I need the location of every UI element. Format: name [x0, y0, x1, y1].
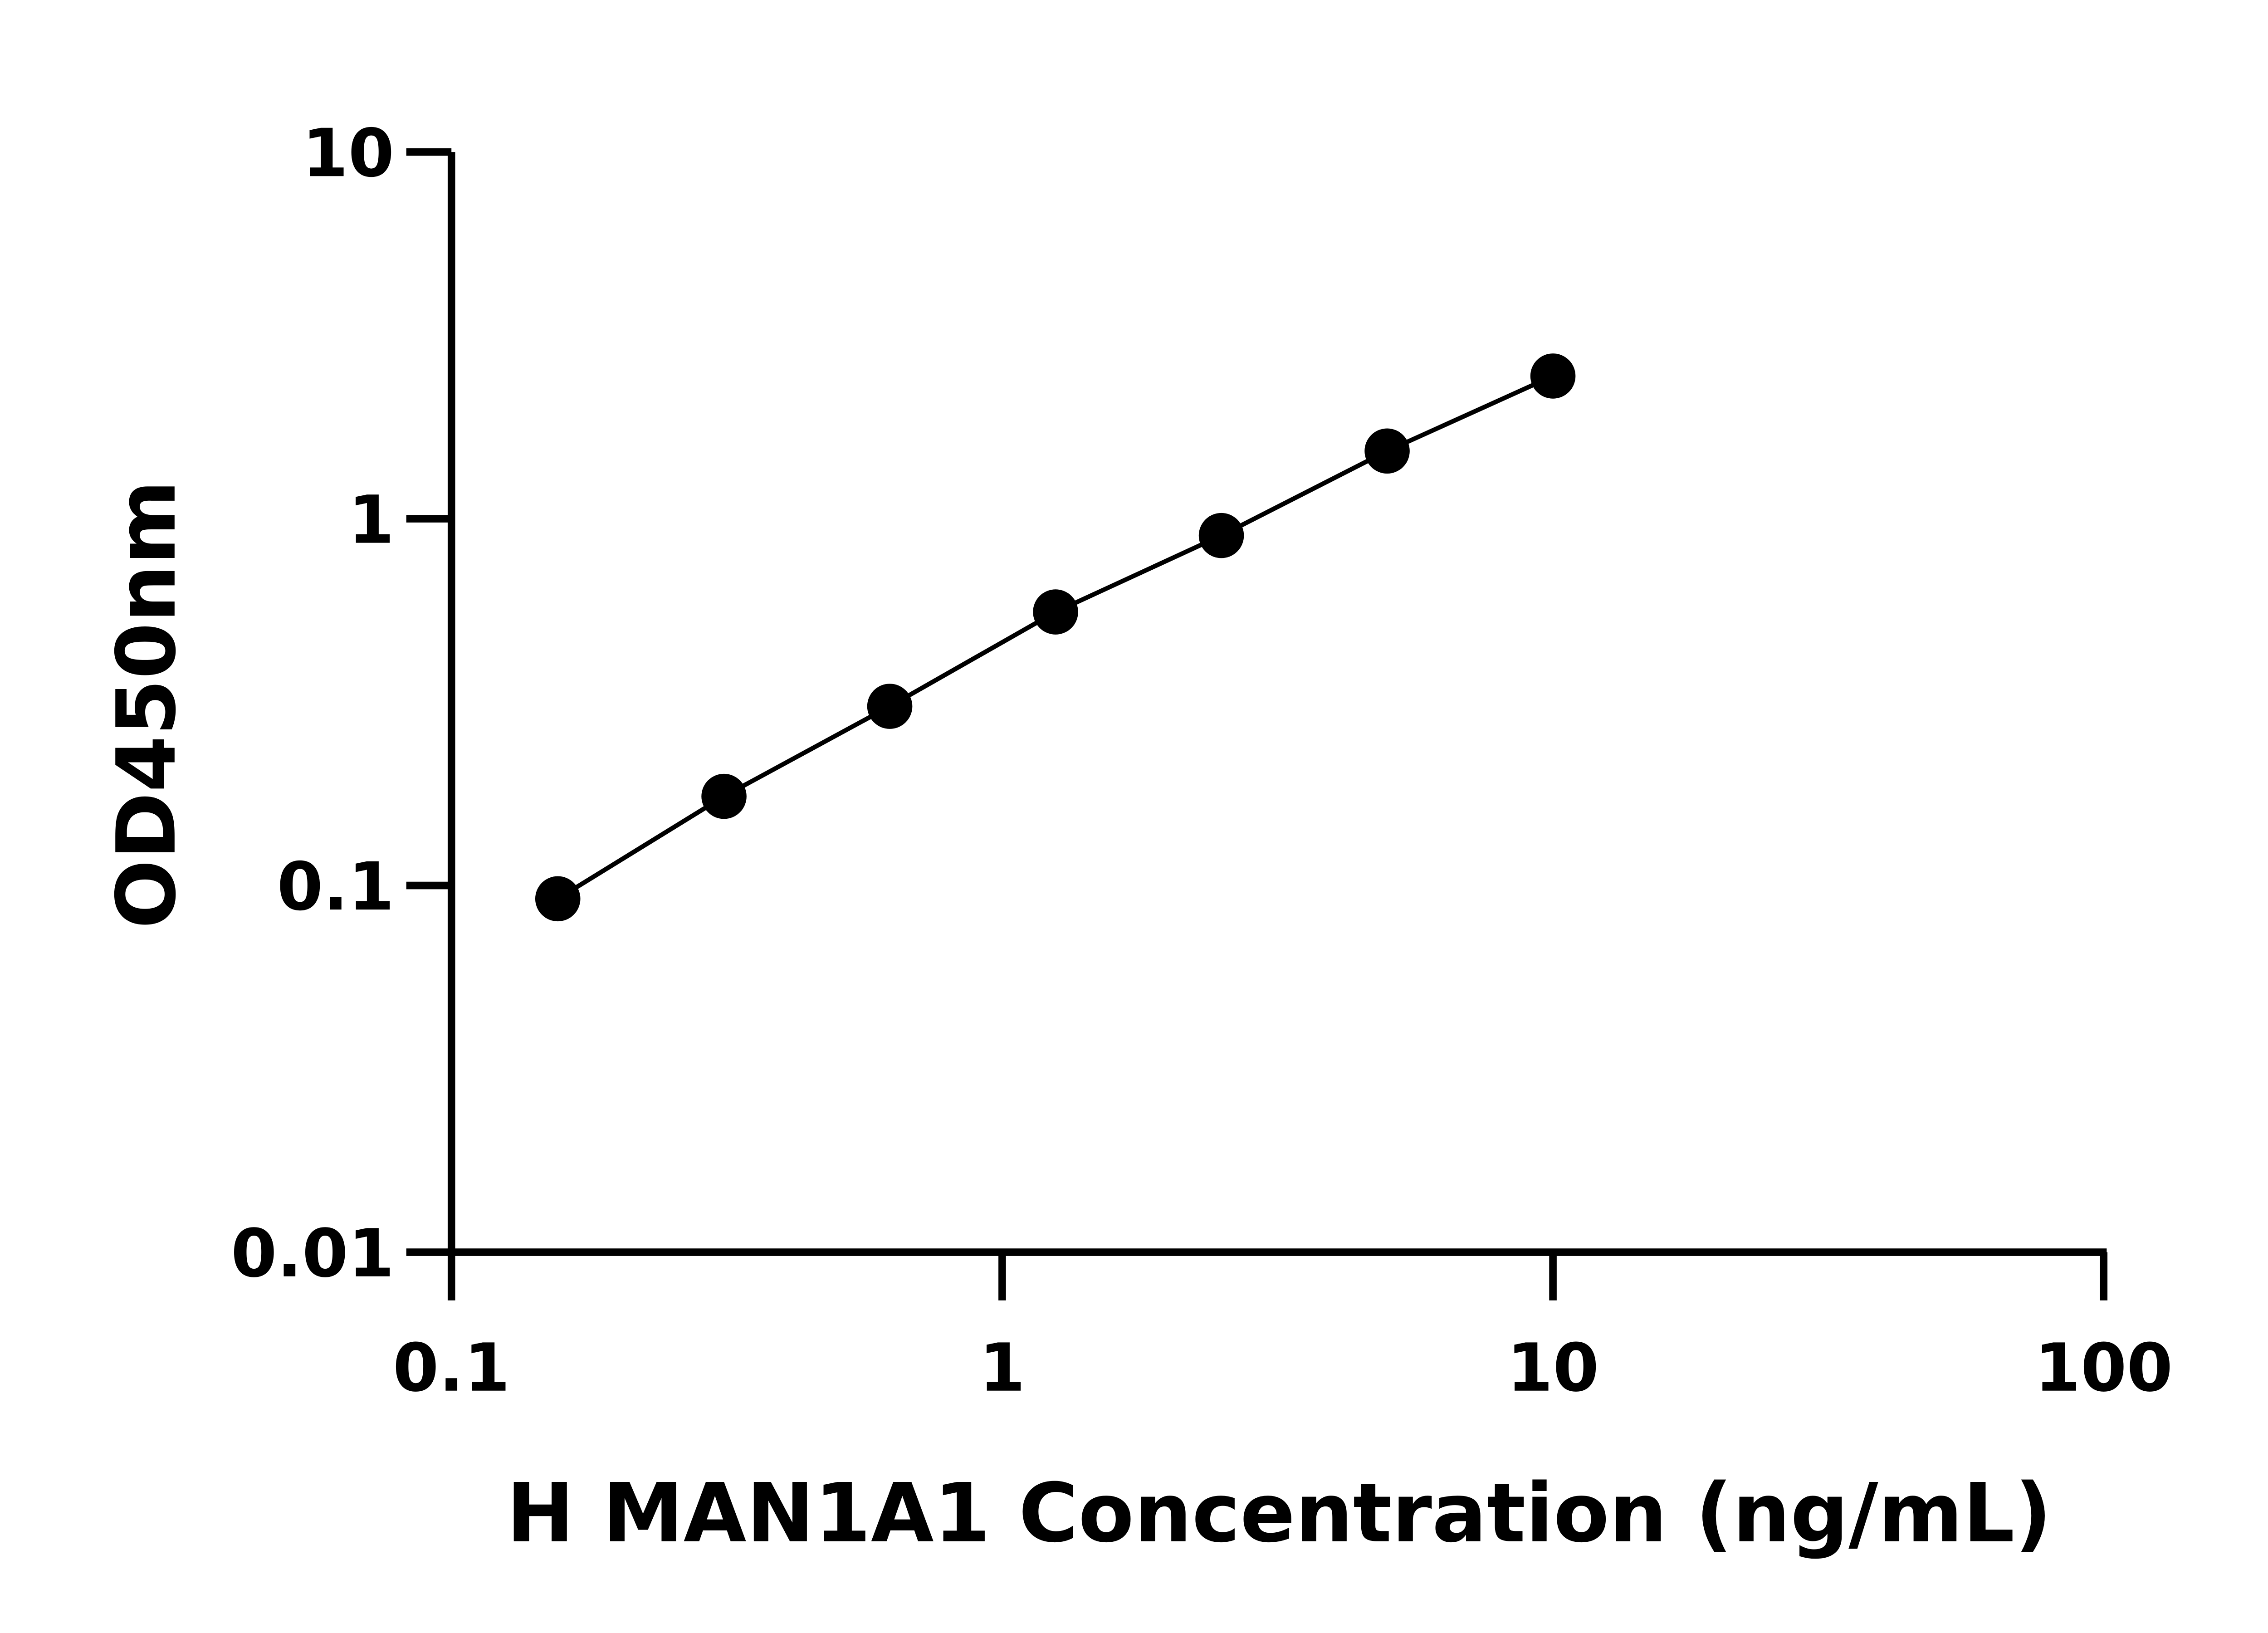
data-point: [535, 876, 581, 922]
y-axis-title: OD450nm: [100, 480, 194, 929]
y-tick-label: 0.1: [277, 849, 395, 925]
y-tick-label: 0.01: [231, 1216, 394, 1292]
y-tick-label: 1: [348, 482, 395, 559]
data-series: [535, 353, 1576, 922]
x-tick-label: 100: [2034, 1330, 2173, 1407]
y-tick-label: 10: [302, 115, 394, 192]
x-axis-title: H MAN1A1 Concentration (ng/mL): [506, 1467, 2052, 1561]
x-tick-label: 10: [1507, 1330, 1599, 1407]
data-point: [701, 773, 747, 819]
x-tick-label: 1: [979, 1330, 1026, 1407]
data-point: [1198, 513, 1244, 558]
data-point: [1530, 353, 1576, 399]
data-point: [867, 684, 913, 729]
x-tick-label: 0.1: [393, 1330, 510, 1407]
data-point: [1364, 428, 1410, 474]
data-point: [1033, 589, 1078, 635]
axes: 0.01 0.1 1 10 0.1 1 10 100: [231, 115, 2173, 1407]
